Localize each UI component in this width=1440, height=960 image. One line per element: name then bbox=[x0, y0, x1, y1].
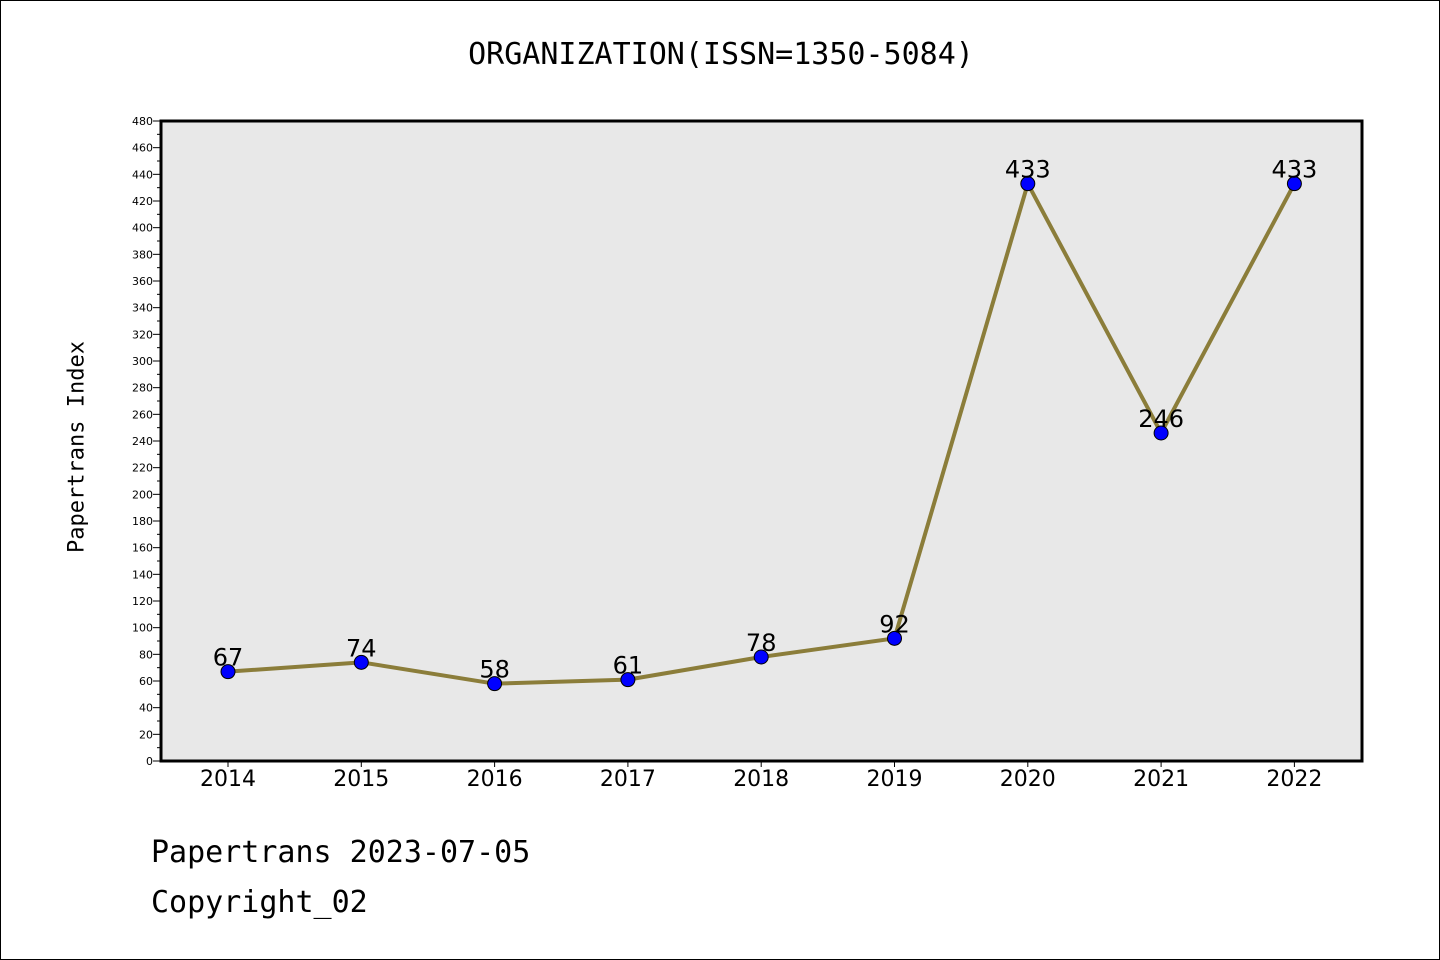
data-point bbox=[353, 654, 369, 670]
y-tick-label: 300 bbox=[132, 355, 153, 368]
data-point bbox=[620, 672, 636, 688]
data-point bbox=[487, 676, 503, 692]
y-tick-label: 420 bbox=[132, 195, 153, 208]
y-tick-label: 440 bbox=[132, 168, 153, 181]
y-tick-label: 480 bbox=[132, 115, 153, 128]
data-label: 246 bbox=[1138, 405, 1184, 433]
data-label: 433 bbox=[1005, 156, 1051, 184]
y-tick-label: 220 bbox=[132, 462, 153, 475]
data-point bbox=[753, 649, 769, 665]
data-label: 67 bbox=[213, 644, 244, 672]
x-tick-label: 2014 bbox=[200, 767, 256, 792]
chart-title: ORGANIZATION(ISSN=1350-5084) bbox=[468, 37, 974, 72]
y-tick-label: 100 bbox=[132, 622, 153, 635]
x-tick-label: 2018 bbox=[733, 767, 789, 792]
y-tick-label: 260 bbox=[132, 408, 153, 421]
x-tick-label: 2015 bbox=[333, 767, 389, 792]
y-tick-label: 40 bbox=[139, 702, 153, 715]
data-point bbox=[1153, 425, 1169, 441]
y-tick-label: 120 bbox=[132, 595, 153, 608]
data-label: 74 bbox=[346, 634, 377, 662]
data-label: 78 bbox=[746, 629, 777, 657]
x-tick-label: 2019 bbox=[867, 767, 923, 792]
y-tick-label: 280 bbox=[132, 382, 153, 395]
data-point bbox=[1020, 176, 1036, 192]
data-label: 92 bbox=[879, 610, 910, 638]
y-tick-label: 0 bbox=[146, 755, 153, 768]
data-point bbox=[220, 664, 236, 680]
y-tick-label: 340 bbox=[132, 302, 153, 315]
y-tick-label: 200 bbox=[132, 488, 153, 501]
y-tick-label: 140 bbox=[132, 568, 153, 581]
data-point bbox=[887, 630, 902, 646]
y-tick-label: 240 bbox=[132, 435, 153, 448]
x-tick-label: 2020 bbox=[1000, 767, 1056, 792]
x-tick-label: 2017 bbox=[600, 767, 656, 792]
data-label: 433 bbox=[1271, 156, 1317, 184]
x-tick-label: 2022 bbox=[1266, 767, 1322, 792]
x-tick-label: 2016 bbox=[467, 767, 523, 792]
data-label: 61 bbox=[613, 652, 644, 680]
y-tick-label: 460 bbox=[132, 142, 153, 155]
data-label: 58 bbox=[479, 656, 510, 684]
plot-border bbox=[159, 119, 1364, 763]
y-tick-label: 80 bbox=[139, 648, 153, 661]
y-tick-label: 20 bbox=[139, 728, 153, 741]
y-tick-label: 320 bbox=[132, 328, 153, 341]
x-tick-label: 2021 bbox=[1133, 767, 1189, 792]
y-tick-label: 60 bbox=[139, 675, 153, 688]
footer-date: Papertrans 2023-07-05 bbox=[151, 835, 531, 870]
data-point bbox=[1286, 176, 1302, 192]
y-tick-label: 400 bbox=[132, 222, 153, 235]
footer-copyright: Copyright_02 bbox=[151, 885, 368, 920]
y-tick-label: 360 bbox=[132, 275, 153, 288]
y-tick-label: 160 bbox=[132, 542, 153, 555]
y-tick-label: 380 bbox=[132, 248, 153, 261]
y-tick-label: 180 bbox=[132, 515, 153, 528]
